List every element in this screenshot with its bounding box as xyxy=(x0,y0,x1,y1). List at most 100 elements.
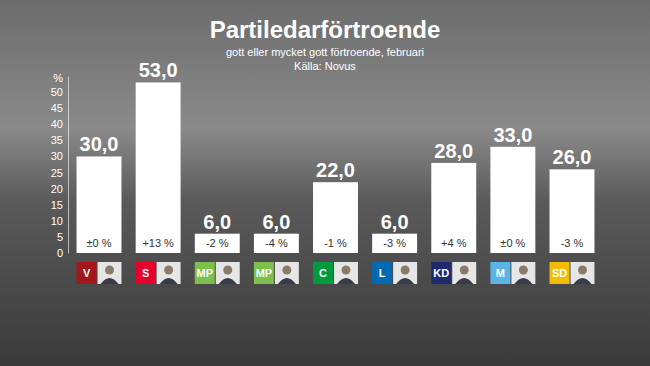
data-label: 33,0 xyxy=(493,124,532,146)
portrait-head xyxy=(342,266,351,275)
y-tick-label: 45 xyxy=(51,102,63,114)
portrait-head xyxy=(578,266,587,275)
portrait-body xyxy=(573,278,591,284)
bar xyxy=(313,182,358,253)
change-label: -2 % xyxy=(206,237,229,249)
x-tick: SD xyxy=(550,262,595,284)
change-label: -3 % xyxy=(383,237,406,249)
portrait-frame xyxy=(393,262,417,284)
portrait-body xyxy=(514,278,532,284)
data-label: 30,0 xyxy=(80,133,119,155)
y-tick-label: 20 xyxy=(51,183,63,195)
portrait-frame xyxy=(334,262,358,284)
party-badge xyxy=(431,262,451,284)
portrait-head xyxy=(401,266,410,275)
bar xyxy=(77,156,122,253)
x-tick-label: MP xyxy=(197,267,214,279)
x-tick-label: V xyxy=(83,267,91,279)
x-tick: V xyxy=(77,262,122,284)
data-label: 53,0 xyxy=(139,59,178,81)
y-tick: 40 xyxy=(51,118,68,130)
y-tick: 0 xyxy=(57,247,68,259)
portrait-head xyxy=(164,266,173,275)
x-tick: MP xyxy=(195,262,240,284)
y-tick-label: 30 xyxy=(51,150,63,162)
y-tick-label: 10 xyxy=(51,215,63,227)
change-label: ±0 % xyxy=(87,237,112,249)
y-axis: 0 5 10 15 20 25 30 35 40 45 50 xyxy=(51,77,69,260)
bar xyxy=(195,234,240,253)
y-axis-line xyxy=(68,77,69,254)
portrait-frame xyxy=(511,262,535,284)
y-tick-label: 0 xyxy=(57,247,63,259)
change-label: +13 % xyxy=(142,237,174,249)
portrait-body xyxy=(337,278,355,284)
data-label: 6,0 xyxy=(203,211,231,233)
x-tick: C xyxy=(313,262,358,284)
x-tick-label: C xyxy=(319,267,327,279)
y-tick-label: 40 xyxy=(51,118,63,130)
portrait-body xyxy=(396,278,414,284)
bars xyxy=(77,82,595,253)
y-tick-label: 35 xyxy=(51,134,63,146)
portrait-frame xyxy=(216,262,240,284)
party-badge xyxy=(490,262,510,284)
portrait-frame xyxy=(157,262,181,284)
x-tick-label: SD xyxy=(552,267,567,279)
y-tick: 15 xyxy=(51,199,68,211)
y-tick-label: 5 xyxy=(57,231,63,243)
party-badge xyxy=(254,262,274,284)
data-label: 26,0 xyxy=(553,146,592,168)
y-tick: 50 xyxy=(51,86,68,98)
title: Partiledarförtroende xyxy=(210,16,441,43)
y-tick: 5 xyxy=(57,231,68,243)
y-tick: 45 xyxy=(51,102,68,114)
data-labels: 30,0 53,0 6,0 6,0 22,0 6,0 28,0 33,0 26,0 xyxy=(80,59,592,232)
portrait-body xyxy=(455,278,473,284)
background xyxy=(0,0,650,366)
portrait-body xyxy=(278,278,296,284)
y-tick-label: 25 xyxy=(51,167,63,179)
data-label: 6,0 xyxy=(381,211,409,233)
subtitle: gott eller mycket gott förtroende, febru… xyxy=(226,46,424,58)
x-tick-label: KD xyxy=(433,267,449,279)
change-label: +4 % xyxy=(441,237,467,249)
change-label: -3 % xyxy=(561,237,584,249)
source: Källa: Novus xyxy=(294,60,356,72)
bar xyxy=(372,234,417,253)
portrait-body xyxy=(160,278,178,284)
change-label: ±0 % xyxy=(500,237,525,249)
data-label: 6,0 xyxy=(262,211,290,233)
x-tick-label: L xyxy=(379,267,386,279)
party-badge xyxy=(195,262,215,284)
portrait-frame xyxy=(571,262,595,284)
bar xyxy=(254,234,299,253)
x-tick: S xyxy=(136,262,181,284)
party-badge xyxy=(313,262,333,284)
change-label: -1 % xyxy=(324,237,347,249)
party-badge xyxy=(550,262,570,284)
bar xyxy=(136,82,181,253)
portrait-head xyxy=(223,266,232,275)
portrait-body xyxy=(101,278,119,284)
y-axis-label: % xyxy=(53,72,63,84)
x-tick: L xyxy=(372,262,417,284)
bar xyxy=(550,169,595,253)
data-label: 22,0 xyxy=(316,159,355,181)
party-badge xyxy=(136,262,156,284)
x-tick-label: M xyxy=(496,267,505,279)
x-axis: V S MP MP C L KD M SD xyxy=(77,262,595,284)
portrait-head xyxy=(282,266,291,275)
data-label: 28,0 xyxy=(434,140,473,162)
portrait-frame xyxy=(275,262,299,284)
y-tick: 20 xyxy=(51,183,68,195)
portrait-head xyxy=(460,266,469,275)
y-tick: 30 xyxy=(51,150,68,162)
bar xyxy=(490,147,535,253)
y-tick-label: 50 xyxy=(51,86,63,98)
x-tick: MP xyxy=(254,262,299,284)
change-label: -4 % xyxy=(265,237,288,249)
portrait-frame xyxy=(98,262,122,284)
y-tick-label: 15 xyxy=(51,199,63,211)
portrait-body xyxy=(219,278,237,284)
